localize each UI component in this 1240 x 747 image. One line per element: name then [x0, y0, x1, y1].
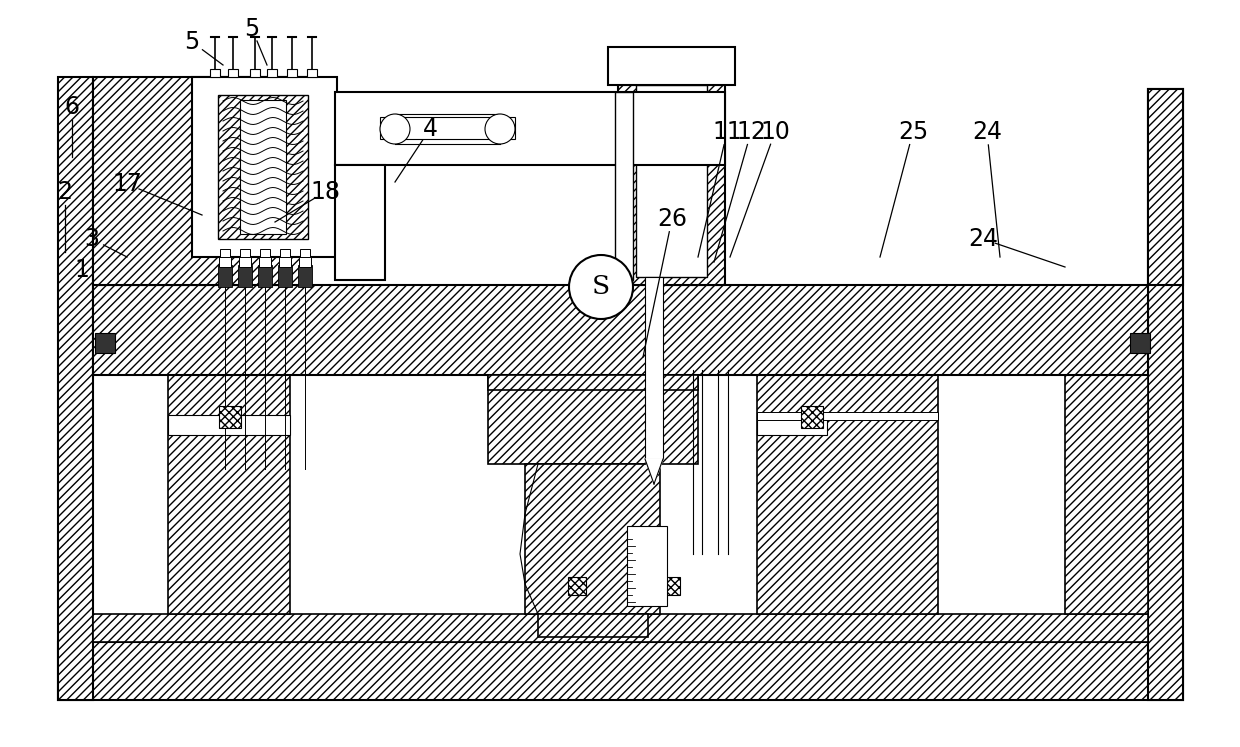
- Bar: [286, 69, 298, 77]
- Bar: [219, 249, 229, 257]
- Circle shape: [379, 114, 410, 144]
- Bar: [801, 406, 823, 428]
- Text: 10: 10: [760, 120, 790, 144]
- Text: 2: 2: [57, 180, 72, 204]
- Bar: [58, 77, 93, 700]
- Bar: [489, 375, 698, 390]
- Bar: [615, 92, 632, 280]
- Bar: [608, 47, 735, 85]
- Text: 5: 5: [185, 30, 200, 54]
- Bar: [489, 375, 698, 464]
- Polygon shape: [645, 459, 663, 484]
- Bar: [218, 95, 308, 239]
- Text: 1: 1: [74, 258, 89, 282]
- Bar: [93, 285, 1148, 375]
- Text: S: S: [591, 274, 610, 300]
- Text: 26: 26: [657, 207, 687, 231]
- Text: 24: 24: [968, 227, 998, 251]
- Bar: [219, 257, 231, 267]
- Text: 18: 18: [310, 180, 340, 204]
- Bar: [167, 415, 290, 435]
- Bar: [300, 249, 310, 257]
- Bar: [298, 265, 312, 287]
- Bar: [58, 642, 1183, 700]
- Bar: [278, 265, 291, 287]
- Bar: [568, 577, 587, 595]
- Text: 4: 4: [423, 117, 438, 141]
- Bar: [756, 412, 937, 420]
- Bar: [279, 257, 291, 267]
- Bar: [335, 165, 384, 280]
- Circle shape: [485, 114, 515, 144]
- Bar: [228, 69, 238, 77]
- Text: 25: 25: [898, 120, 928, 144]
- Bar: [258, 265, 272, 287]
- Bar: [259, 257, 272, 267]
- Bar: [167, 375, 290, 614]
- Bar: [618, 85, 725, 285]
- Bar: [280, 249, 290, 257]
- Bar: [93, 614, 1148, 642]
- Bar: [308, 69, 317, 77]
- Bar: [299, 257, 311, 267]
- Bar: [662, 577, 680, 595]
- Bar: [241, 100, 286, 234]
- Text: 24: 24: [972, 120, 1002, 144]
- Bar: [239, 257, 250, 267]
- Bar: [335, 92, 725, 165]
- Bar: [238, 265, 252, 287]
- Bar: [538, 614, 649, 637]
- Text: 6: 6: [64, 95, 79, 119]
- Bar: [1148, 89, 1183, 285]
- Bar: [210, 69, 219, 77]
- Bar: [192, 77, 337, 257]
- Bar: [379, 117, 515, 139]
- Bar: [636, 85, 707, 277]
- Text: 5: 5: [244, 17, 259, 41]
- Bar: [756, 415, 827, 435]
- Bar: [250, 69, 260, 77]
- Text: 11: 11: [712, 120, 742, 144]
- Bar: [218, 265, 232, 287]
- Bar: [1065, 375, 1148, 614]
- Bar: [95, 333, 115, 353]
- Text: 12: 12: [737, 120, 766, 144]
- Text: 17: 17: [112, 172, 141, 196]
- Bar: [260, 249, 270, 257]
- Bar: [93, 77, 310, 285]
- Bar: [219, 406, 241, 428]
- Bar: [1148, 89, 1183, 700]
- Text: 3: 3: [84, 227, 99, 251]
- Bar: [627, 526, 667, 606]
- Bar: [1130, 333, 1149, 353]
- Bar: [525, 464, 660, 614]
- Bar: [267, 69, 277, 77]
- Bar: [645, 277, 663, 459]
- Circle shape: [569, 255, 632, 319]
- Bar: [756, 375, 937, 614]
- Bar: [241, 249, 250, 257]
